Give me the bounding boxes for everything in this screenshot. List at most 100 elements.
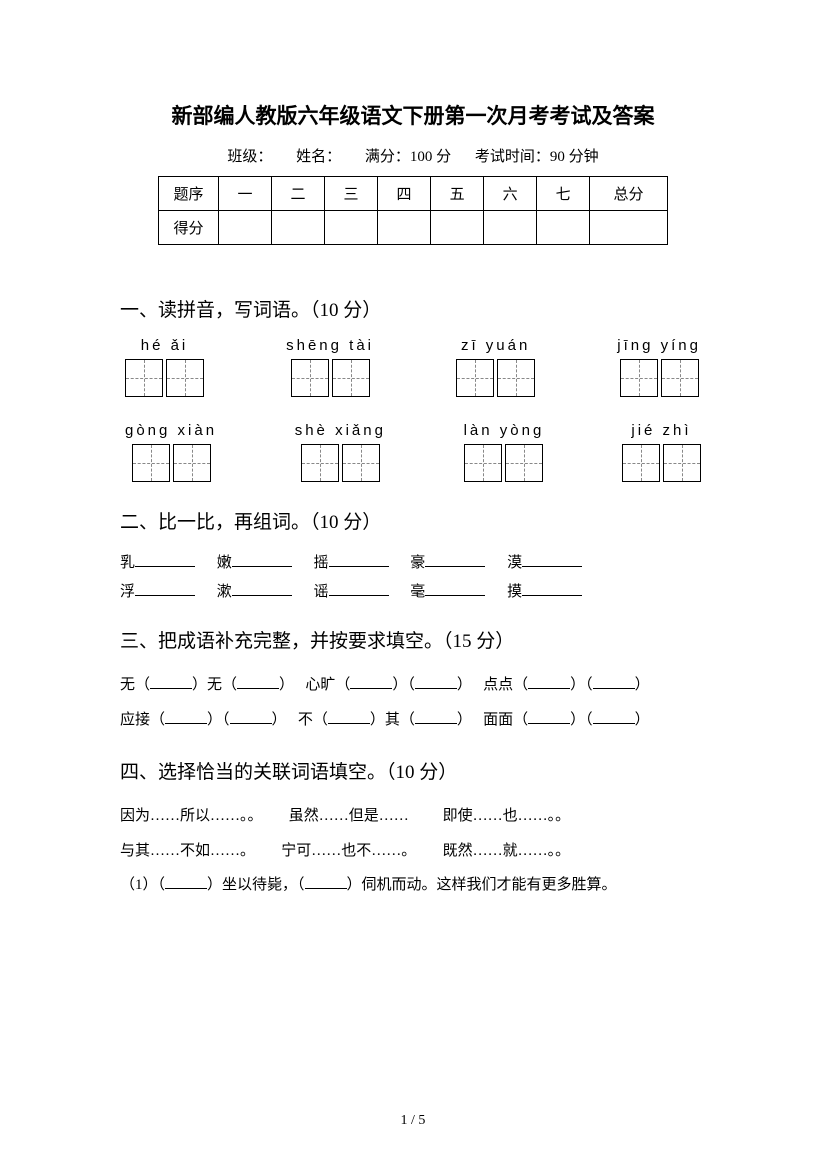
section-4-header: 四、选择恰当的关联词语填空。（10 分） bbox=[120, 757, 706, 784]
blank[interactable] bbox=[165, 873, 207, 889]
blank[interactable] bbox=[425, 580, 485, 596]
cell-score[interactable] bbox=[537, 211, 590, 245]
char: 摇 bbox=[314, 555, 329, 571]
blank[interactable] bbox=[425, 551, 485, 567]
blank[interactable] bbox=[135, 580, 195, 596]
cell-header: 三 bbox=[325, 177, 378, 211]
blank[interactable] bbox=[522, 551, 582, 567]
class-label: 班级： bbox=[227, 149, 272, 165]
blank[interactable] bbox=[528, 673, 570, 689]
conjunction: 即使……也……。。 bbox=[443, 808, 571, 824]
blank[interactable] bbox=[232, 580, 292, 596]
score-table: 题序 一 二 三 四 五 六 七 总分 得分 bbox=[158, 176, 668, 245]
blank[interactable] bbox=[150, 673, 192, 689]
blank[interactable] bbox=[230, 708, 272, 724]
char: 漱 bbox=[217, 584, 232, 600]
name-label: 姓名： bbox=[296, 149, 341, 165]
cell-score[interactable] bbox=[272, 211, 325, 245]
char-box[interactable] bbox=[173, 444, 211, 482]
blank[interactable] bbox=[329, 580, 389, 596]
section-3-content: 无（）无（） 心旷（）（） 点点（）（） 应接（）（） 不（）其（） 面面（）（… bbox=[120, 668, 706, 737]
pinyin-group: làn yòng bbox=[464, 422, 545, 482]
cell-score[interactable] bbox=[590, 211, 668, 245]
cell-header: 题序 bbox=[159, 177, 219, 211]
blank[interactable] bbox=[328, 708, 370, 724]
pinyin-text: hé ǎi bbox=[141, 337, 189, 354]
blank[interactable] bbox=[232, 551, 292, 567]
pinyin-group: jīng yíng bbox=[617, 337, 701, 397]
pinyin-row-2: gòng xiàn shè xiǎng làn yòng jié zhì bbox=[120, 422, 706, 482]
blank[interactable] bbox=[305, 873, 347, 889]
char-box[interactable] bbox=[456, 359, 494, 397]
blank[interactable] bbox=[350, 673, 392, 689]
blank[interactable] bbox=[237, 673, 279, 689]
conjunction: 与其……不如……。 bbox=[120, 843, 248, 859]
cell-score-label: 得分 bbox=[159, 211, 219, 245]
blank[interactable] bbox=[415, 673, 457, 689]
blank[interactable] bbox=[522, 580, 582, 596]
blank[interactable] bbox=[593, 673, 635, 689]
char-box[interactable] bbox=[125, 359, 163, 397]
pinyin-text: zī yuán bbox=[461, 337, 530, 354]
blank[interactable] bbox=[593, 708, 635, 724]
char: 嫩 bbox=[217, 555, 232, 571]
idiom-item: 无（）无（） bbox=[120, 677, 287, 693]
page-footer: 1 / 5 bbox=[0, 1113, 826, 1129]
char-box[interactable] bbox=[301, 444, 339, 482]
pinyin-group: hé ǎi bbox=[125, 337, 204, 397]
char-box[interactable] bbox=[166, 359, 204, 397]
char: 豪 bbox=[410, 555, 425, 571]
pinyin-text: làn yòng bbox=[464, 422, 545, 439]
cell-header: 五 bbox=[431, 177, 484, 211]
idiom-item: 心旷（）（） bbox=[305, 677, 464, 693]
section-4-content: 因为……所以……。。 虽然……但是…… 即使……也……。。 与其……不如……。 … bbox=[120, 799, 706, 903]
pinyin-text: gòng xiàn bbox=[125, 422, 217, 439]
cell-score[interactable] bbox=[325, 211, 378, 245]
blank[interactable] bbox=[135, 551, 195, 567]
table-row: 题序 一 二 三 四 五 六 七 总分 bbox=[159, 177, 668, 211]
blank[interactable] bbox=[165, 708, 207, 724]
idiom-item: 面面（）（） bbox=[483, 712, 650, 728]
blank[interactable] bbox=[528, 708, 570, 724]
char-box[interactable] bbox=[132, 444, 170, 482]
exam-title: 新部编人教版六年级语文下册第一次月考考试及答案 bbox=[120, 100, 706, 130]
char-box[interactable] bbox=[342, 444, 380, 482]
char: 毫 bbox=[410, 584, 425, 600]
char-box[interactable] bbox=[663, 444, 701, 482]
char: 乳 bbox=[120, 555, 135, 571]
char-box[interactable] bbox=[661, 359, 699, 397]
exam-info: 班级： 姓名： 满分：100 分 考试时间：90 分钟 bbox=[120, 145, 706, 166]
section-2-content: 乳 嫩 摇 豪 漠 浮 漱 谣 毫 摸 bbox=[120, 549, 706, 606]
pinyin-group: zī yuán bbox=[456, 337, 535, 397]
cell-header: 一 bbox=[219, 177, 272, 211]
char-box[interactable] bbox=[622, 444, 660, 482]
question-1: （1）（）坐以待毙，（）伺机而动。这样我们才能有更多胜算。 bbox=[120, 868, 706, 903]
char: 浮 bbox=[120, 584, 135, 600]
char-box[interactable] bbox=[291, 359, 329, 397]
cell-score[interactable] bbox=[378, 211, 431, 245]
char-box[interactable] bbox=[497, 359, 535, 397]
char: 谣 bbox=[314, 584, 329, 600]
pinyin-group: gòng xiàn bbox=[125, 422, 217, 482]
char: 漠 bbox=[507, 555, 522, 571]
char-box[interactable] bbox=[332, 359, 370, 397]
cell-header: 六 bbox=[484, 177, 537, 211]
cell-score[interactable] bbox=[484, 211, 537, 245]
idiom-item: 不（）其（） bbox=[298, 712, 465, 728]
char-box[interactable] bbox=[620, 359, 658, 397]
idiom-item: 应接（）（） bbox=[120, 712, 279, 728]
table-row: 得分 bbox=[159, 211, 668, 245]
idiom-item: 点点（）（） bbox=[483, 677, 650, 693]
pinyin-group: shè xiǎng bbox=[295, 422, 386, 482]
char-box[interactable] bbox=[505, 444, 543, 482]
blank[interactable] bbox=[415, 708, 457, 724]
char-box[interactable] bbox=[464, 444, 502, 482]
char: 摸 bbox=[507, 584, 522, 600]
cell-header: 总分 bbox=[590, 177, 668, 211]
exam-time: 考试时间：90 分钟 bbox=[475, 149, 599, 165]
pinyin-text: shēng tài bbox=[286, 337, 374, 354]
cell-score[interactable] bbox=[219, 211, 272, 245]
blank[interactable] bbox=[329, 551, 389, 567]
cell-header: 七 bbox=[537, 177, 590, 211]
cell-score[interactable] bbox=[431, 211, 484, 245]
